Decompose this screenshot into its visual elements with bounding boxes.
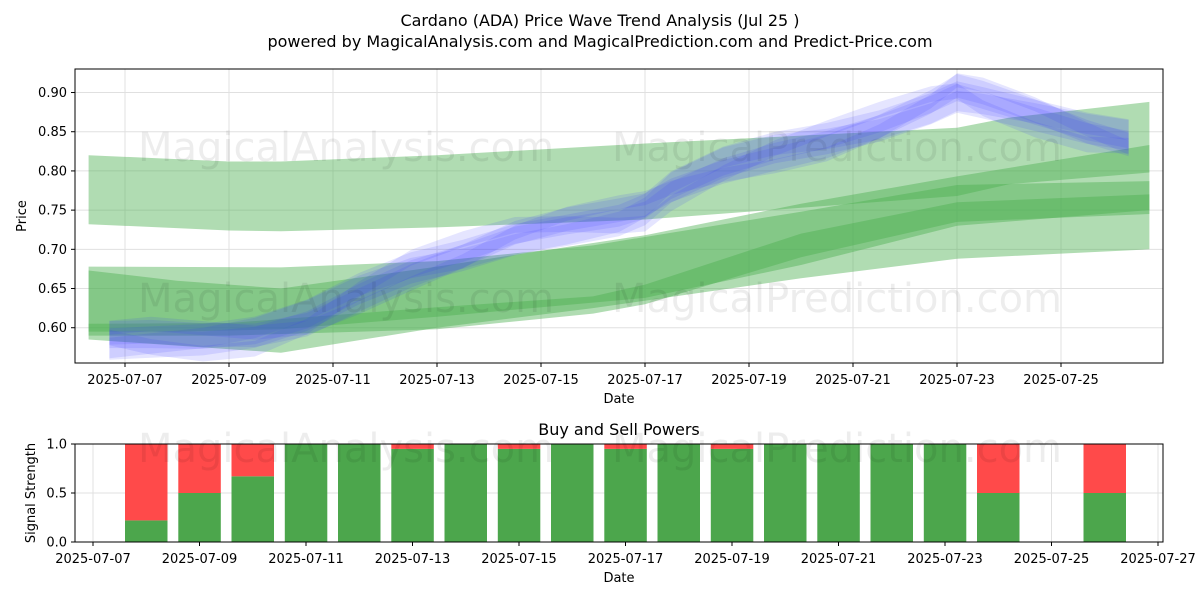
watermark-top-right-1: MagicalPrediction.com: [612, 125, 1062, 171]
buy-bar-2025-07-17: [604, 448, 647, 542]
bottom-xtick-label-7: 2025-07-21: [801, 552, 877, 567]
top-xtick-label-3: 2025-07-13: [399, 373, 475, 388]
bottom-xtick-label-1: 2025-07-09: [162, 552, 238, 567]
top-y-axis-label: Price: [15, 200, 30, 232]
sell-bar-2025-07-15: [497, 444, 541, 449]
buy-bar-2025-07-08: [125, 520, 168, 542]
buy-bar-2025-07-23: [923, 444, 967, 542]
bottom-ytick-label-2: 1.0: [46, 438, 67, 453]
green-band-2: [88, 145, 1150, 332]
buy-bar-2025-07-26: [1083, 493, 1126, 542]
buy-bar-2025-07-12: [338, 444, 381, 542]
top-axes-frame: [74, 68, 1164, 364]
bottom-ytick-label-0: 0.0: [46, 536, 67, 551]
sell-bar-2025-07-13: [391, 444, 434, 449]
sell-bar-2025-07-17: [604, 444, 647, 449]
bottom-xtick-label-3: 2025-07-13: [375, 552, 451, 567]
bottom-xtick-label-5: 2025-07-17: [588, 552, 664, 567]
top-ytick-label-3: 0.75: [38, 204, 67, 219]
bottom-y-ticks: 0.0 0.5 1.0: [46, 438, 75, 551]
sell-bar-2025-07-09: [178, 444, 221, 493]
green-band-0: [88, 101, 1150, 232]
top-xtick-label-2: 2025-07-11: [295, 373, 371, 388]
buy-sell-bars: [125, 444, 1126, 542]
bottom-chart-title: Buy and Sell Powers: [538, 420, 700, 439]
sell-bar-2025-07-10: [231, 444, 274, 477]
bottom-xtick-label-10: 2025-07-27: [1120, 552, 1196, 567]
blue-wave-1: [109, 74, 1129, 347]
buy-bar-2025-07-19: [710, 448, 754, 542]
buy-bar-2025-07-18: [657, 444, 700, 542]
top-xtick-label-7: 2025-07-21: [815, 373, 891, 388]
blue-wave-4: [109, 73, 1129, 340]
green-band-1: [88, 181, 1150, 353]
bottom-x-axis-label: Date: [603, 571, 634, 586]
bottom-xtick-label-4: 2025-07-15: [481, 552, 557, 567]
bottom-xtick-label-6: 2025-07-19: [694, 552, 770, 567]
top-xtick-label-5: 2025-07-17: [607, 373, 683, 388]
buy-bar-2025-07-11: [284, 444, 328, 542]
top-ytick-label-1: 0.65: [38, 282, 67, 297]
top-xtick-label-4: 2025-07-15: [503, 373, 579, 388]
bottom-x-ticks: 2025-07-07 2025-07-09 2025-07-11 2025-07-13…: [55, 542, 1196, 567]
top-xtick-label-9: 2025-07-25: [1023, 373, 1099, 388]
chart-title-line1: Cardano (ADA) Price Wave Trend Analysis …: [400, 11, 799, 30]
bottom-y-axis-label: Signal Strength: [24, 443, 39, 543]
blue-wave-2: [109, 90, 1129, 359]
top-xtick-label-6: 2025-07-19: [711, 373, 787, 388]
buy-bar-2025-07-20: [764, 444, 807, 542]
bottom-xtick-label-9: 2025-07-25: [1014, 552, 1090, 567]
green-bands: [88, 101, 1150, 353]
watermark-top-right-2: MagicalPrediction.com: [612, 276, 1062, 322]
top-xtick-label-8: 2025-07-23: [919, 373, 995, 388]
top-y-ticks: 0.60 0.65 0.70 0.75 0.80 0.85 0.90: [38, 86, 75, 336]
buy-bar-2025-07-13: [391, 448, 434, 542]
top-x-axis-label: Date: [603, 392, 634, 407]
blue-waves: [109, 73, 1129, 362]
top-x-ticks: 2025-07-07 2025-07-09 2025-07-11 2025-07-13…: [87, 363, 1099, 388]
bottom-xtick-label-2: 2025-07-11: [268, 552, 344, 567]
buy-bar-2025-07-24: [977, 493, 1020, 542]
blue-wave-3: [109, 83, 1129, 362]
watermark-bottom-right: MagicalPrediction.com: [612, 426, 1062, 472]
watermark-top-left-1: MagicalAnalysis.com: [138, 125, 554, 171]
sell-bar-2025-07-08: [125, 444, 168, 521]
bottom-xtick-label-0: 2025-07-07: [55, 552, 131, 567]
watermark-top-left-2: MagicalAnalysis.com: [138, 276, 554, 322]
top-ytick-label-5: 0.85: [38, 125, 67, 140]
price-wave-panel: MagicalAnalysis.com MagicalPrediction.co…: [15, 68, 1164, 407]
buy-bar-2025-07-22: [870, 444, 913, 542]
chart-title-line2: powered by MagicalAnalysis.com and Magic…: [267, 32, 932, 51]
sell-bar-2025-07-26: [1083, 444, 1126, 493]
blue-wave-0: [109, 83, 1129, 349]
buy-bar-2025-07-10: [231, 476, 274, 542]
top-ytick-label-0: 0.60: [38, 321, 67, 336]
blue-wave-5: [109, 81, 1129, 360]
sell-bar-2025-07-24: [977, 444, 1020, 493]
buy-bar-2025-07-14: [444, 444, 487, 542]
top-xtick-label-1: 2025-07-09: [191, 373, 267, 388]
watermark-bottom-left: MagicalAnalysis.com: [138, 426, 554, 472]
sell-bar-2025-07-19: [710, 444, 754, 449]
bottom-xtick-label-8: 2025-07-23: [907, 552, 983, 567]
buy-bar-2025-07-21: [817, 444, 860, 542]
bottom-ytick-label-1: 0.5: [46, 487, 67, 502]
buy-bar-2025-07-09: [178, 493, 221, 542]
top-grid: [75, 69, 1163, 363]
buy-sell-panel: Buy and Sell Powers MagicalAnalysis.com …: [24, 420, 1196, 586]
top-ytick-label-2: 0.70: [38, 243, 67, 258]
buy-bar-2025-07-15: [497, 448, 541, 542]
top-ytick-label-4: 0.80: [38, 164, 67, 179]
top-ytick-label-6: 0.90: [38, 86, 67, 101]
buy-bar-2025-07-16: [551, 444, 594, 542]
green-band-3: [88, 194, 1150, 336]
top-xtick-label-0: 2025-07-07: [87, 373, 163, 388]
